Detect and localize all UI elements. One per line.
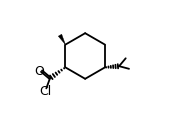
Text: Cl: Cl [40, 84, 52, 97]
Polygon shape [58, 35, 66, 45]
Text: O: O [34, 65, 44, 78]
